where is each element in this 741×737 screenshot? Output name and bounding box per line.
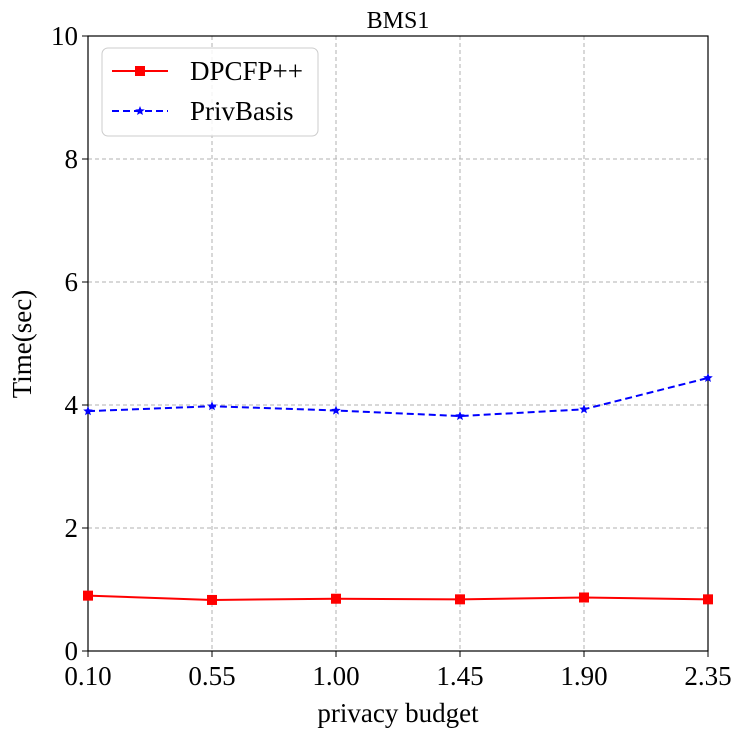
x-tick-label: 2.35 bbox=[684, 661, 731, 691]
data-point-privbasis bbox=[455, 411, 465, 421]
series-layer bbox=[83, 372, 713, 605]
data-point-dpcfp bbox=[455, 594, 465, 605]
x-tick-label: 1.90 bbox=[560, 661, 607, 691]
data-point-privbasis bbox=[703, 372, 713, 382]
chart-title: BMS1 bbox=[367, 8, 430, 34]
legend: DPCFP++ PrivBasis bbox=[101, 47, 319, 137]
data-point-privbasis bbox=[83, 406, 93, 416]
y-axis-label: Time(sec) bbox=[7, 290, 37, 399]
data-point-dpcfp bbox=[579, 592, 589, 603]
series-privbasis bbox=[83, 372, 713, 421]
legend-label-privbasis: PrivBasis bbox=[190, 96, 294, 126]
y-tick-label: 10 bbox=[51, 21, 78, 51]
plot-area bbox=[87, 35, 709, 652]
y-tick-label: 2 bbox=[65, 513, 79, 543]
data-point-dpcfp bbox=[331, 593, 341, 604]
series-dpcfp bbox=[83, 590, 713, 605]
axis-ticks: 0.10 0.55 1.00 1.45 1.90 2.35 0 2 4 6 8 10 bbox=[51, 21, 732, 691]
data-point-privbasis bbox=[579, 404, 589, 414]
series-line-dpcfp bbox=[87, 594, 709, 601]
legend-marker-privbasis bbox=[135, 106, 145, 116]
x-axis-label: privacy budget bbox=[317, 698, 479, 728]
y-tick-label: 8 bbox=[65, 144, 79, 174]
x-tick-label: 0.10 bbox=[64, 661, 111, 691]
data-point-dpcfp bbox=[83, 590, 93, 601]
y-tick-label: 6 bbox=[65, 267, 79, 297]
data-point-dpcfp bbox=[703, 594, 713, 605]
data-point-privbasis bbox=[207, 401, 217, 411]
x-tick-label: 0.55 bbox=[188, 661, 235, 691]
x-tick-label: 1.00 bbox=[312, 661, 359, 691]
y-tick-label: 4 bbox=[65, 390, 79, 420]
legend-label-dpcfp: DPCFP++ bbox=[190, 56, 303, 86]
legend-marker-dpcfp bbox=[135, 66, 145, 76]
x-tick-label: 1.45 bbox=[436, 661, 483, 691]
series-line-privbasis bbox=[87, 376, 709, 418]
data-point-dpcfp bbox=[207, 594, 217, 605]
data-point-privbasis bbox=[331, 405, 341, 415]
y-tick-label: 0 bbox=[65, 636, 79, 666]
